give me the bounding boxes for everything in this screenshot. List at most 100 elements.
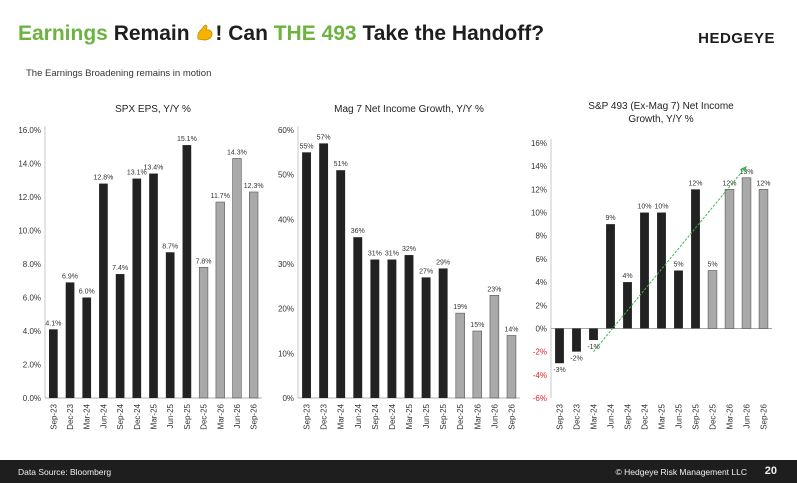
bar [691,189,700,329]
data-label: -3% [553,367,565,374]
data-label: -1% [587,344,599,351]
data-label: 29% [436,259,450,266]
y-tick-label: 14% [531,162,547,171]
y-tick-label: 4% [535,278,547,287]
bar [99,183,108,398]
data-label: 12% [756,180,770,187]
data-label: -2% [570,356,582,363]
title-accent-493: THE 493 [273,22,357,45]
data-label: 4% [622,273,632,280]
x-tick-label: Sep-24 [116,403,125,429]
y-tick-label: 12% [531,185,547,194]
y-tick-label: -4% [533,371,547,380]
data-label: 7.4% [112,265,128,272]
chart-title: S&P 493 (Ex-Mag 7) Net Income [588,101,734,112]
x-tick-label: Sep-25 [692,403,701,429]
x-tick-label: Mar-24 [590,403,599,429]
data-label: 31% [368,251,382,258]
x-tick-label: Jun-26 [490,403,499,428]
y-tick-label: 10.0% [18,227,41,236]
bar [49,329,58,398]
y-tick-label: 10% [278,349,294,358]
data-label: 13% [739,169,753,176]
y-tick-label: 8% [535,232,547,241]
x-tick-label: Dec-25 [456,403,465,429]
bar [640,212,649,329]
y-tick-label: 6.0% [23,294,41,303]
y-tick-label: 14.0% [18,160,41,169]
bar [65,282,75,398]
bar [353,237,363,398]
y-tick-label: 10% [531,209,547,218]
data-label: 15% [470,322,484,329]
x-tick-label: Jun-24 [99,403,108,428]
title-text-can: ! Can [215,22,274,45]
bar [232,158,242,399]
x-tick-label: Sep-23 [49,403,58,429]
y-tick-label: 16.0% [18,126,41,135]
data-label: 13.4% [144,165,164,172]
y-tick-label: 50% [278,171,294,180]
data-label: 4.1% [45,320,61,327]
y-tick-label: 8.0% [23,260,41,269]
y-tick-label: 6% [535,255,547,264]
y-tick-label: 2% [535,301,547,310]
data-source: Data Source: Bloomberg [18,467,112,477]
hedgeye-logo: HEDGEYE [698,30,775,47]
y-tick-label: 60% [278,126,294,135]
y-tick-label: 30% [278,260,294,269]
data-label: 5% [673,262,683,269]
bar [249,191,259,399]
bar [82,297,92,398]
data-label: 10% [654,204,668,211]
bar [302,152,311,398]
data-label: 9% [605,215,615,222]
x-tick-label: Mar-25 [150,403,159,429]
x-tick-label: Mar-26 [473,403,482,429]
chart-title-line2: Growth, Y/Y % [628,114,693,125]
title-text-remain: Remain [107,22,196,45]
bar [149,173,158,398]
x-tick-label: Jun-25 [422,403,431,428]
title-text-handoff: Take the Handoff? [356,22,545,45]
spx-eps-chart: SPX EPS, Y/Y % 0.0% 2.0% 4.0% 6.0% 8.0% 10.0% 1… [18,104,263,430]
y-tick-label: -2% [533,348,547,357]
y-tick-label: 12.0% [18,193,41,202]
bar [758,189,769,329]
data-label: 36% [351,228,365,235]
sp493-income-chart: S&P 493 (Ex-Mag 7) Net Income Growth, Y/Y… [531,101,772,430]
x-tick-label: Sep-26 [507,403,516,429]
bar [336,170,346,398]
x-tick-label: Sep-26 [760,403,769,429]
x-tick-label: Jun-25 [166,403,175,428]
bar [182,145,192,398]
y-tick-label: 20% [278,305,294,314]
y-tick-label: 0% [535,324,547,333]
page-subtitle: The Earnings Broadening remains in motio… [26,68,212,79]
bar [438,268,448,398]
x-tick-label: Jun-26 [233,403,242,428]
bar [472,330,483,399]
data-label: 6.9% [62,273,78,280]
bar [215,201,225,399]
x-tick-label: Sep-24 [624,403,633,429]
bar [741,177,752,329]
data-label: 12% [688,180,702,187]
x-tick-label: Jun-25 [675,403,684,428]
x-tick-label: Sep-23 [556,403,565,429]
data-label: 11.7% [211,193,230,200]
data-label: 10% [637,204,651,211]
bar [132,178,142,398]
x-tick-label: Mar-25 [405,403,414,429]
data-label: 13.1% [127,170,147,177]
x-tick-label: Jun-26 [743,403,752,428]
data-label: 51% [334,161,348,168]
x-tick-label: Mar-25 [658,403,667,429]
charts-area: SPX EPS, Y/Y % 0.0% 2.0% 4.0% 6.0% 8.0% 10.0% 1… [18,101,772,430]
y-tick-label: -6% [533,394,547,403]
x-tick-label: Mar-26 [216,403,225,429]
bar [572,328,581,352]
data-label: 12.3% [244,183,264,190]
data-label: 57% [317,134,331,141]
x-tick-label: Sep-23 [303,403,312,429]
